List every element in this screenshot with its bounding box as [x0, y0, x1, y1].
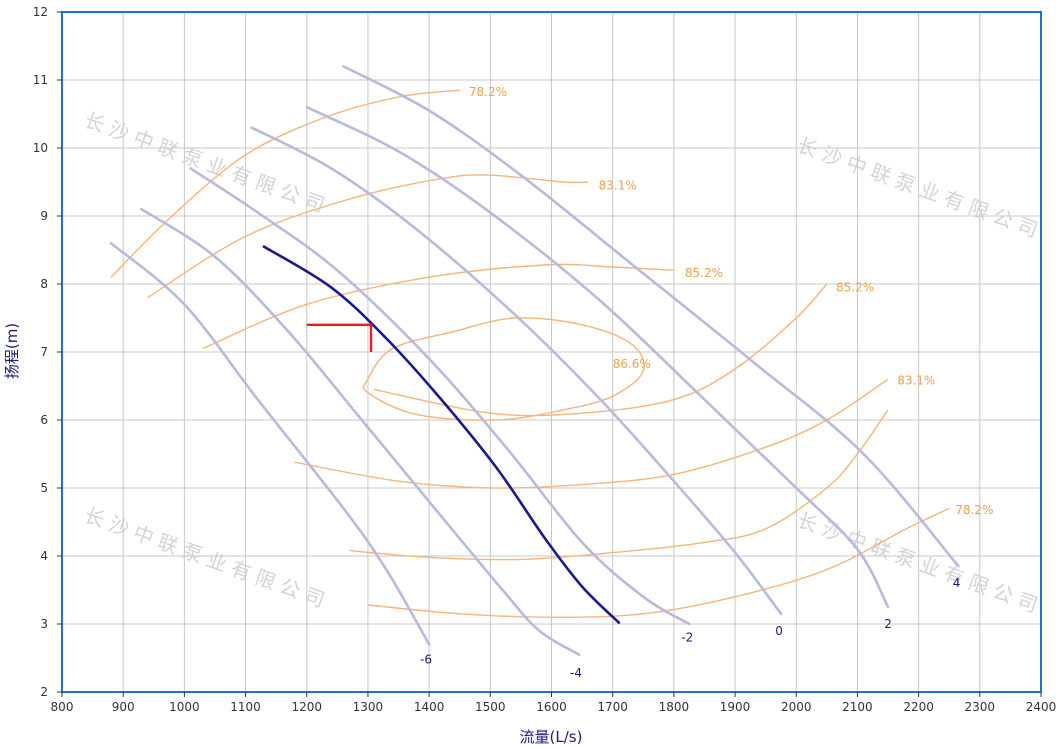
watermark-text: 长沙中联泵业有限公司 — [81, 108, 334, 219]
y-tick-label: 7 — [40, 345, 48, 359]
y-tick-label: 9 — [40, 209, 48, 223]
blade-angle-curve — [109, 241, 431, 646]
duty-point-marker — [306, 323, 373, 352]
efficiency-curve — [373, 283, 828, 417]
y-tick-label: 6 — [40, 413, 48, 427]
efficiency-curve — [202, 263, 674, 350]
x-tick-label: 1000 — [169, 700, 200, 714]
blade-angle-curve — [189, 167, 691, 626]
efficiency-label: 78.2% — [469, 85, 507, 99]
x-tick-label: 1400 — [414, 700, 445, 714]
y-tick-label: 2 — [40, 685, 48, 699]
x-tick-label: 1900 — [720, 700, 751, 714]
efficiency-curves: 78.2% 83.1% 85.2% 86.6% 85.2% 83.1% 78.2% — [110, 85, 993, 618]
x-tick-label: 1500 — [475, 700, 506, 714]
operating-curve-layer — [262, 245, 621, 624]
blade-angle-curves: -6 -4 -2 0 2 4 — [109, 65, 961, 680]
watermark-text: 长沙中联泵业有限公司 — [81, 503, 334, 614]
x-axis-title: 流量(L/s) — [520, 728, 583, 745]
x-tick-label: 1200 — [291, 700, 322, 714]
efficiency-curve — [147, 174, 589, 299]
axes-layer: 800 900 1000 1100 1200 1300 1400 1500 1600 1700 18… — [33, 5, 1057, 714]
blade-angle-curve — [342, 65, 960, 568]
x-tick-label: 1700 — [597, 700, 628, 714]
watermark-text: 长沙中联泵业有限公司 — [794, 133, 1047, 244]
watermark-text: 长沙中联泵业有限公司 — [794, 508, 1047, 619]
blade-angle-label: 2 — [884, 617, 892, 631]
efficiency-label: 83.1% — [599, 178, 637, 192]
blade-angle-label: -4 — [570, 666, 582, 680]
x-tick-label: 2100 — [842, 700, 873, 714]
blade-angle-label: -6 — [420, 652, 432, 666]
blade-angle-curve — [305, 105, 890, 609]
y-tick-label: 11 — [33, 73, 48, 87]
operating-curve — [262, 245, 621, 624]
grid-layer — [62, 12, 1041, 692]
efficiency-label: 83.1% — [897, 374, 935, 388]
efficiency-label: 85.2% — [836, 280, 874, 294]
blade-angle-label: -2 — [681, 631, 693, 645]
blade-angle-label: 4 — [953, 576, 961, 590]
y-axis-title: 扬程(m) — [3, 323, 21, 379]
x-tick-label: 900 — [112, 700, 135, 714]
efficiency-label: 78.2% — [955, 503, 993, 517]
x-tick-label: 1800 — [659, 700, 690, 714]
efficiency-label: 85.2% — [685, 266, 723, 280]
y-tick-label: 8 — [40, 277, 48, 291]
x-tick-label: 800 — [51, 700, 74, 714]
x-tick-label: 2200 — [903, 700, 934, 714]
x-tick-label: 1100 — [230, 700, 261, 714]
x-tick-label: 1600 — [536, 700, 567, 714]
efficiency-curve — [349, 409, 889, 561]
y-tick-label: 5 — [40, 481, 48, 495]
x-tick-label: 1300 — [353, 700, 384, 714]
x-tick-label: 2300 — [965, 700, 996, 714]
efficiency-curve — [362, 317, 645, 421]
x-tick-label: 2000 — [781, 700, 812, 714]
y-tick-label: 10 — [33, 141, 48, 155]
y-tick-label: 3 — [40, 617, 48, 631]
efficiency-curve — [294, 378, 889, 489]
x-tick-label: 2400 — [1026, 700, 1057, 714]
efficiency-curve — [367, 507, 950, 618]
efficiency-label: 86.6% — [613, 357, 651, 371]
y-tick-label: 4 — [40, 549, 48, 563]
blade-angle-curve — [250, 126, 783, 616]
y-tick-label: 12 — [33, 5, 48, 19]
blade-angle-curve — [140, 207, 581, 656]
blade-angle-label: 0 — [775, 624, 783, 638]
